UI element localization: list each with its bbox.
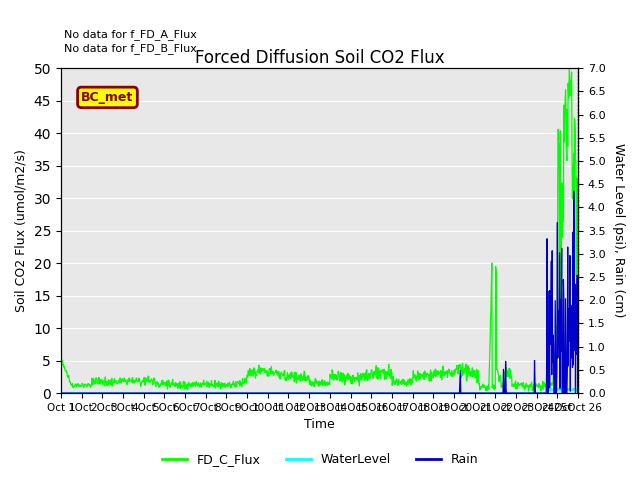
Title: Forced Diffusion Soil CO2 Flux: Forced Diffusion Soil CO2 Flux xyxy=(195,48,444,67)
X-axis label: Time: Time xyxy=(304,419,335,432)
Text: No data for f_FD_A_Flux: No data for f_FD_A_Flux xyxy=(64,29,197,40)
Y-axis label: Water Level (psi), Rain (cm): Water Level (psi), Rain (cm) xyxy=(612,144,625,318)
Text: No data for f_FD_B_Flux: No data for f_FD_B_Flux xyxy=(64,43,197,54)
Text: BC_met: BC_met xyxy=(81,91,134,104)
Legend: FD_C_Flux, WaterLevel, Rain: FD_C_Flux, WaterLevel, Rain xyxy=(157,448,483,471)
Y-axis label: Soil CO2 Flux (umol/m2/s): Soil CO2 Flux (umol/m2/s) xyxy=(15,149,28,312)
